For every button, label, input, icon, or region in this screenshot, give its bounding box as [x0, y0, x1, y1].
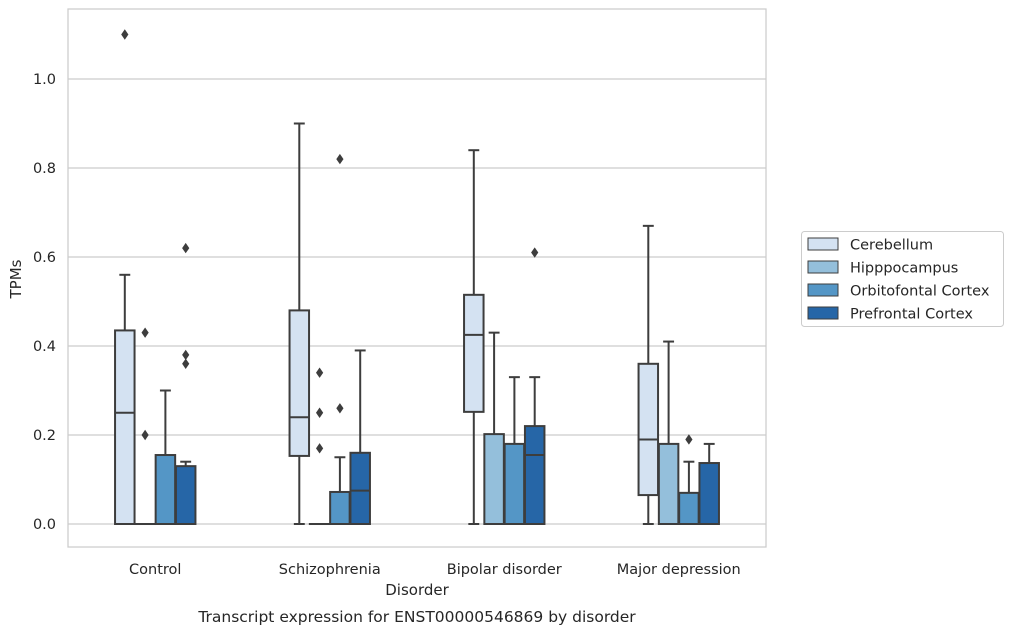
box-hipppocampus [484, 333, 504, 524]
outlier-point [142, 327, 149, 337]
box-cerebellum [464, 150, 484, 524]
outlier-point [336, 403, 343, 413]
outlier-point [316, 368, 323, 378]
box-body [659, 444, 679, 524]
y-tick-label: 0.8 [33, 161, 56, 177]
x-tick-label: Major depression [617, 562, 741, 578]
box-body [115, 330, 135, 524]
y-tick-label: 0.6 [33, 250, 56, 266]
box-plot-series [115, 29, 719, 524]
outlier-point [182, 350, 189, 360]
y-tick-label: 0.2 [33, 428, 56, 444]
legend-swatch [808, 238, 838, 250]
outlier-point [685, 434, 692, 444]
box-cerebellum [639, 226, 659, 524]
box-orbitofontal-cortex [679, 434, 699, 524]
outlier-point [316, 443, 323, 453]
y-tick-label: 0.4 [33, 339, 56, 355]
legend-label: Hipppocampus [850, 261, 958, 277]
box-orbitofontal-cortex [330, 154, 350, 524]
box-body [350, 453, 370, 524]
outlier-point [336, 154, 343, 164]
x-axis-label: Disorder [385, 581, 449, 599]
box-body [464, 295, 484, 412]
box-body [699, 463, 719, 524]
y-axis-ticks: 0.0 0.2 0.4 0.6 0.8 1.0 [33, 72, 56, 533]
x-tick-label: Bipolar disorder [447, 562, 562, 578]
chart-caption: Transcript expression for ENST0000054686… [197, 608, 636, 626]
outlier-point [142, 430, 149, 440]
box-orbitofontal-cortex [156, 391, 176, 525]
box-body [505, 444, 525, 524]
box-prefrontal-cortex [525, 247, 545, 524]
legend-label: Prefrontal Cortex [850, 307, 973, 323]
legend-label: Cerebellum [850, 238, 933, 254]
legend-swatch [808, 284, 838, 296]
box-orbitofontal-cortex [505, 377, 525, 524]
box-body [330, 492, 350, 524]
y-tick-label: 1.0 [33, 72, 56, 88]
x-tick-label: Control [129, 562, 181, 578]
legend-label: Orbitofontal Cortex [850, 284, 990, 300]
box-body [679, 493, 699, 524]
x-axis-ticks: Control Schizophrenia Bipolar disorder Majo… [129, 562, 741, 578]
outlier-point [182, 243, 189, 253]
legend: Cerebellum Hipppocampus Orbitofontal Corte… [802, 232, 1004, 327]
y-tick-label: 0.0 [33, 517, 56, 533]
box-prefrontal-cortex [350, 350, 370, 524]
box-cerebellum [290, 124, 310, 525]
outlier-point [531, 247, 538, 257]
box-body [484, 434, 504, 524]
outlier-point [121, 29, 128, 39]
box-body [525, 426, 545, 524]
box-body [639, 364, 659, 495]
box-body [176, 466, 196, 524]
outlier-point [182, 359, 189, 369]
box-hipppocampus [659, 342, 679, 524]
legend-swatch [808, 307, 838, 319]
box-hipppocampus [135, 327, 155, 524]
x-tick-label: Schizophrenia [279, 562, 381, 578]
box-hipppocampus [310, 368, 330, 525]
outlier-point [316, 408, 323, 418]
box-prefrontal-cortex [176, 243, 196, 524]
box-body [290, 310, 310, 456]
box-prefrontal-cortex [699, 444, 719, 524]
box-body [156, 455, 176, 524]
box-cerebellum [115, 29, 135, 524]
y-axis-label: TPMs [7, 259, 25, 299]
legend-swatch [808, 261, 838, 273]
